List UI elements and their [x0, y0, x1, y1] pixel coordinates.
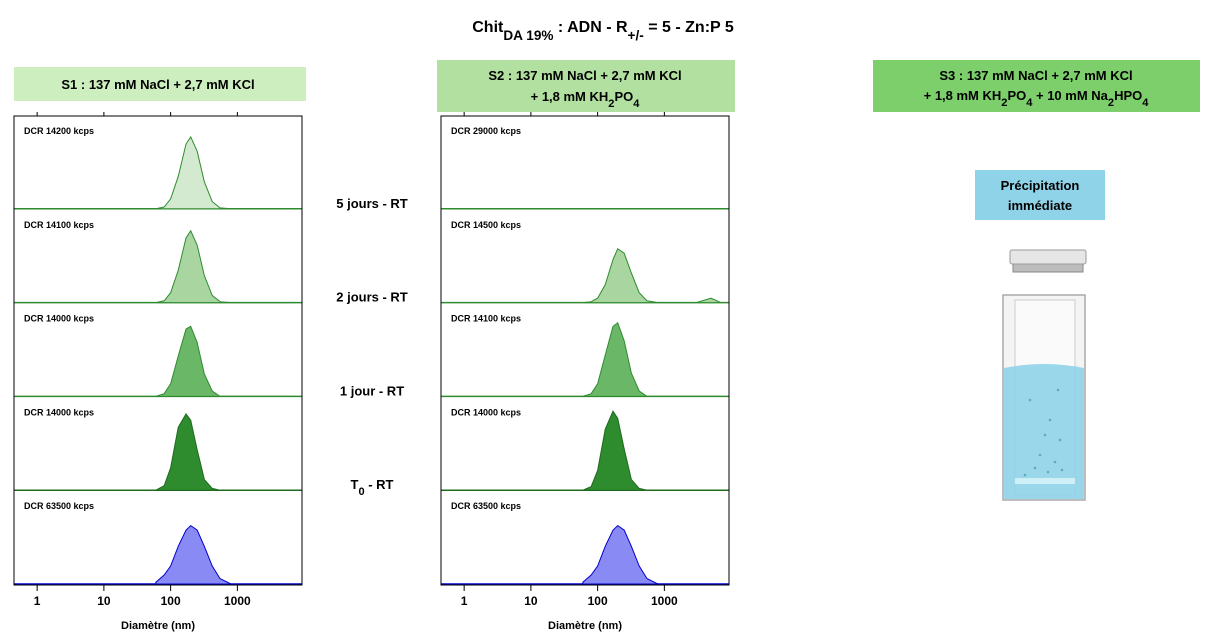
x-tick-label: 1000 [651, 594, 678, 608]
text-part: 2 [1001, 97, 1007, 109]
text-part: S1 : 137 mM NaCl + 2,7 mM KCl [61, 77, 254, 92]
x-tick-label: 1000 [224, 594, 251, 608]
plot-frame [13, 115, 303, 586]
plot-frame [440, 115, 730, 586]
text-part: + 1,8 mM KH [924, 88, 1002, 103]
x-tick-label: 10 [97, 594, 111, 608]
text-part: + 1,8 mM KH [531, 89, 609, 104]
x-tick-label: 1 [34, 594, 41, 608]
text-part: 4 [1142, 97, 1149, 109]
dcr-label: DCR 14000 kcps [451, 407, 521, 417]
s2-header-box [437, 60, 735, 112]
distribution-area [582, 410, 721, 491]
panel-header: + 1,8 mM KH2PO4 [531, 89, 641, 110]
x-tick-label: 10 [524, 594, 538, 608]
dcr-label: DCR 14000 kcps [24, 407, 94, 417]
time-label: T0 - RT [351, 477, 394, 498]
text-part: DA 19% [503, 28, 553, 43]
text-part: 0 [358, 486, 364, 498]
dcr-label: DCR 14000 kcps [24, 314, 94, 324]
distribution-area [582, 321, 721, 397]
text-part: 4 [633, 98, 640, 110]
text-part: 4 [1026, 97, 1033, 109]
dcr-label: DCR 29000 kcps [451, 126, 521, 136]
text-part: + 10 mM Na [1032, 88, 1108, 103]
text-part: 2 jours - RT [336, 290, 408, 305]
time-label: 5 jours - RT [336, 196, 408, 211]
dcr-label: DCR 63500 kcps [24, 501, 94, 511]
panel-header: S1 : 137 mM NaCl + 2,7 mM KCl [61, 77, 254, 92]
text-part: 1 jour - RT [340, 383, 404, 398]
dcr-label: DCR 14200 kcps [24, 126, 94, 136]
time-label: 1 jour - RT [340, 383, 404, 398]
cuvette [1002, 249, 1087, 501]
dcr-label: DCR 63500 kcps [451, 501, 521, 511]
text-part: T [351, 477, 359, 492]
text-part: 2 [1108, 97, 1114, 109]
distribution-area [155, 524, 294, 585]
text-part: +/- [628, 28, 644, 43]
text-part: : ADN - R [553, 19, 628, 36]
distribution-area [155, 412, 294, 491]
note: immédiate [1008, 198, 1072, 213]
text-part: 5 jours - RT [336, 196, 408, 211]
text-part: PO [1007, 88, 1026, 103]
note-box [975, 170, 1105, 220]
x-tick-label: 1 [461, 594, 468, 608]
dcr-label: DCR 14100 kcps [451, 314, 521, 324]
note: Précipitation [1001, 178, 1080, 193]
panel-header: S2 : 137 mM NaCl + 2,7 mM KCl [488, 68, 681, 83]
text-part: - RT [365, 477, 394, 492]
text-part: Chit [472, 19, 504, 36]
dcr-label: DCR 14500 kcps [451, 220, 521, 230]
distribution-area [155, 135, 294, 210]
distribution-area [582, 247, 721, 304]
text-part: HPO [1114, 88, 1142, 103]
s1-header-box [14, 67, 306, 101]
figure-title: ChitDA 19% : ADN - R+/- = 5 - Zn:P 5 [472, 19, 734, 43]
text-part: S2 : 137 mM NaCl + 2,7 mM KCl [488, 68, 681, 83]
distribution-area [582, 524, 721, 585]
distribution-area [155, 325, 294, 397]
text-part: 2 [608, 98, 614, 110]
s3-header: S3 : 137 mM NaCl + 2,7 mM KCl [939, 68, 1132, 83]
x-axis-label: Diamètre (nm) [548, 620, 622, 632]
dcr-label: DCR 14100 kcps [24, 220, 94, 230]
x-tick-label: 100 [161, 594, 181, 608]
time-label: 2 jours - RT [336, 290, 408, 305]
s3-header-box [873, 60, 1200, 112]
text-part: S3 : 137 mM NaCl + 2,7 mM KCl [939, 68, 1132, 83]
x-axis-label: Diamètre (nm) [121, 620, 195, 632]
text-part: PO [614, 89, 633, 104]
text-part: = 5 - Zn:P 5 [644, 19, 734, 36]
s3-header: + 1,8 mM KH2PO4 + 10 mM Na2HPO4 [924, 88, 1150, 109]
distribution-area [155, 229, 294, 304]
x-tick-label: 100 [588, 594, 608, 608]
